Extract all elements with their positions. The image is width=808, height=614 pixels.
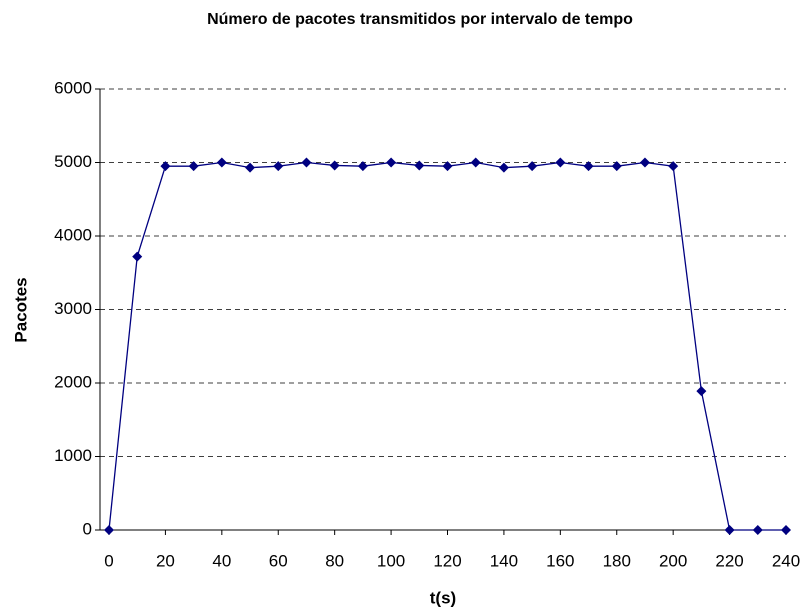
data-point (781, 525, 791, 535)
y-tick-label: 0 (83, 519, 92, 538)
data-point (160, 161, 171, 172)
data-point (104, 525, 114, 535)
x-axis-label: t(s) (430, 588, 456, 607)
data-point (555, 157, 566, 168)
data-point (696, 386, 707, 397)
data-point (498, 162, 509, 173)
data-point (470, 157, 481, 168)
data-point (132, 251, 143, 262)
x-tick-label: 60 (269, 551, 288, 570)
x-tick-label: 40 (212, 551, 231, 570)
data-point (527, 161, 538, 172)
data-point (329, 160, 340, 171)
x-tick-label: 80 (325, 551, 344, 570)
data-point (639, 157, 650, 168)
x-tick-label: 160 (546, 551, 574, 570)
x-tick-label: 220 (715, 551, 743, 570)
x-tick-label: 100 (377, 551, 405, 570)
x-tick-label: 240 (772, 551, 800, 570)
x-tick-label: 20 (156, 551, 175, 570)
x-tick-label: 120 (433, 551, 461, 570)
x-tick-label: 140 (490, 551, 518, 570)
y-tick-label: 2000 (54, 372, 92, 391)
data-point (301, 157, 312, 168)
data-point (583, 161, 594, 172)
series-line (108, 161, 786, 531)
data-point (442, 161, 453, 172)
data-point (216, 157, 227, 168)
y-tick-label: 5000 (54, 152, 92, 171)
x-tick-label: 200 (659, 551, 687, 570)
chart-title: Número de pacotes transmitidos por inter… (207, 11, 633, 28)
data-point (188, 161, 199, 172)
data-point (414, 160, 425, 171)
data-point (724, 525, 735, 535)
y-tick-label: 4000 (54, 225, 92, 244)
data-point (668, 161, 679, 172)
x-tick-label: 180 (603, 551, 631, 570)
data-point (245, 162, 256, 173)
data-point (273, 161, 284, 172)
y-axis-label: Pacotes (11, 277, 30, 342)
data-point (357, 161, 368, 172)
data-point (611, 161, 622, 172)
data-point (752, 525, 763, 535)
y-tick-label: 1000 (54, 446, 92, 465)
y-tick-label: 3000 (54, 299, 92, 318)
data-point (386, 157, 397, 168)
x-tick-label: 0 (104, 551, 113, 570)
y-tick-label: 6000 (54, 78, 92, 97)
